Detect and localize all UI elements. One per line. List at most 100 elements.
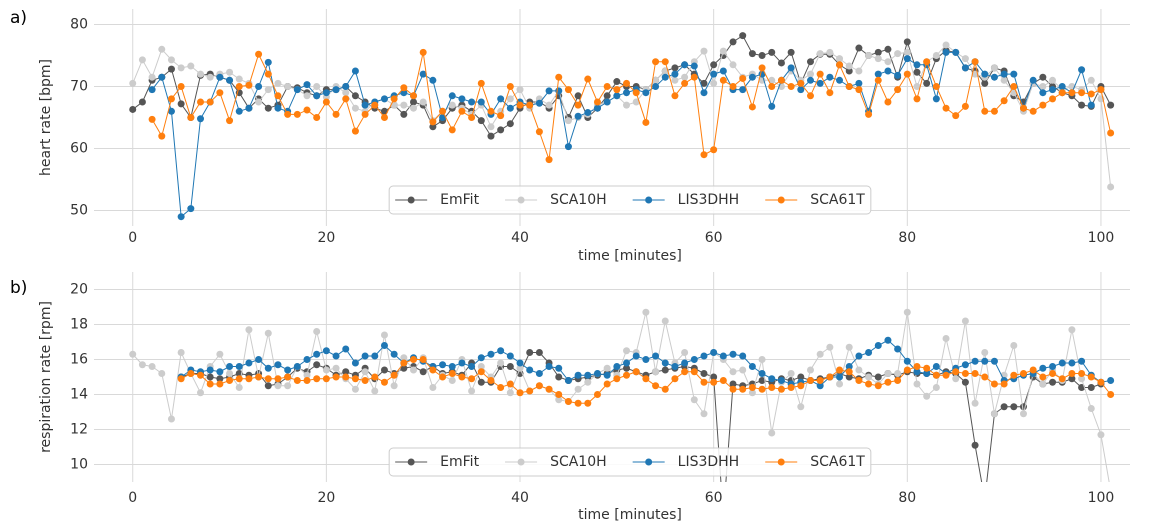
data-point bbox=[216, 89, 224, 97]
data-point bbox=[197, 115, 205, 123]
data-point bbox=[1010, 70, 1018, 78]
data-point bbox=[1049, 95, 1057, 103]
data-point bbox=[206, 366, 214, 374]
data-point bbox=[748, 50, 756, 58]
data-point bbox=[845, 343, 853, 351]
data-point bbox=[593, 104, 601, 112]
data-point bbox=[816, 79, 824, 87]
data-point bbox=[303, 92, 311, 100]
data-point bbox=[642, 308, 650, 316]
data-point bbox=[855, 79, 863, 87]
data-point bbox=[245, 326, 253, 334]
data-point bbox=[351, 127, 359, 135]
data-point bbox=[1039, 364, 1047, 372]
data-point bbox=[971, 399, 979, 407]
data-point bbox=[758, 377, 766, 384]
data-point bbox=[439, 107, 447, 115]
data-point bbox=[1029, 366, 1037, 374]
data-point bbox=[913, 380, 921, 388]
data-point bbox=[390, 101, 398, 109]
legend-marker bbox=[645, 458, 653, 466]
data-point bbox=[167, 56, 175, 64]
data-point bbox=[981, 70, 989, 78]
x-tick-label: 20 bbox=[317, 490, 335, 506]
data-point bbox=[758, 64, 766, 72]
data-point bbox=[855, 377, 863, 384]
data-point bbox=[923, 370, 931, 377]
data-point bbox=[380, 114, 388, 121]
data-point bbox=[448, 370, 456, 377]
data-point bbox=[671, 375, 679, 383]
data-point bbox=[477, 378, 485, 386]
data-point bbox=[293, 363, 301, 370]
data-point bbox=[961, 64, 969, 72]
data-point bbox=[826, 73, 834, 81]
data-point bbox=[1107, 183, 1115, 191]
data-point bbox=[806, 366, 814, 374]
x-axis-label: time [minutes] bbox=[578, 248, 682, 264]
data-point bbox=[874, 76, 882, 84]
data-point bbox=[226, 76, 234, 84]
data-point bbox=[167, 415, 175, 423]
data-point bbox=[429, 384, 437, 391]
data-point bbox=[623, 89, 631, 97]
data-point bbox=[894, 50, 902, 58]
data-point bbox=[264, 70, 272, 78]
data-point bbox=[361, 110, 369, 118]
data-point bbox=[255, 356, 263, 363]
data-point bbox=[642, 356, 650, 363]
data-point bbox=[797, 382, 805, 390]
legend-marker bbox=[645, 196, 653, 204]
data-point bbox=[787, 370, 795, 377]
data-point bbox=[506, 380, 514, 388]
data-point bbox=[535, 370, 543, 377]
data-point bbox=[351, 104, 359, 112]
data-point bbox=[884, 98, 892, 106]
data-point bbox=[564, 398, 572, 405]
data-point bbox=[526, 387, 534, 395]
data-point bbox=[748, 363, 756, 370]
data-point bbox=[700, 79, 708, 87]
data-point bbox=[516, 359, 524, 367]
data-point bbox=[342, 89, 350, 97]
data-point bbox=[564, 117, 572, 125]
data-point bbox=[874, 70, 882, 78]
data-point bbox=[158, 370, 166, 377]
data-point bbox=[526, 349, 534, 356]
data-point bbox=[506, 363, 514, 370]
data-point bbox=[574, 399, 582, 407]
data-point bbox=[584, 399, 592, 407]
data-point bbox=[574, 371, 582, 379]
data-point bbox=[816, 350, 824, 358]
data-point bbox=[632, 368, 640, 376]
data-point bbox=[187, 62, 195, 70]
data-point bbox=[322, 347, 330, 355]
data-point bbox=[555, 396, 563, 404]
data-point bbox=[216, 375, 224, 383]
data-point bbox=[942, 104, 950, 112]
data-point bbox=[138, 361, 146, 369]
legend-marker bbox=[407, 196, 415, 204]
legend-label: SCA61T bbox=[810, 192, 865, 208]
data-point bbox=[632, 98, 640, 106]
data-point bbox=[177, 213, 185, 221]
data-point bbox=[342, 83, 350, 90]
data-point bbox=[526, 366, 534, 374]
data-point bbox=[274, 361, 282, 369]
legend-label: EmFit bbox=[440, 454, 479, 470]
data-point bbox=[177, 64, 185, 72]
data-point bbox=[419, 48, 427, 56]
data-point bbox=[216, 380, 224, 388]
data-point bbox=[235, 363, 243, 370]
data-point bbox=[226, 68, 234, 76]
data-point bbox=[419, 98, 427, 106]
data-point bbox=[961, 317, 969, 325]
data-point bbox=[584, 75, 592, 83]
x-tick-label: 40 bbox=[511, 490, 529, 506]
data-point bbox=[468, 114, 476, 121]
data-point bbox=[836, 61, 844, 69]
data-point bbox=[913, 363, 921, 370]
data-point bbox=[729, 385, 737, 393]
data-point bbox=[971, 357, 979, 365]
data-point bbox=[1039, 373, 1047, 381]
